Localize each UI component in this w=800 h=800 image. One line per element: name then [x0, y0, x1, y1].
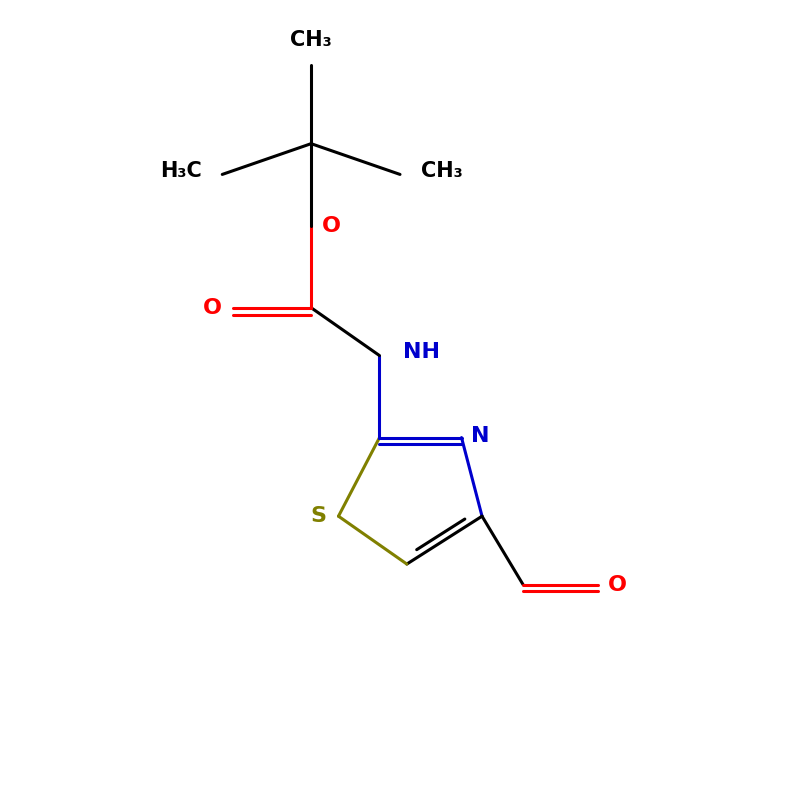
Text: N: N: [471, 426, 490, 446]
Text: NH: NH: [403, 342, 441, 362]
Text: CH₃: CH₃: [290, 30, 332, 50]
Text: H₃C: H₃C: [160, 161, 202, 181]
Text: O: O: [322, 216, 341, 236]
Text: CH₃: CH₃: [421, 161, 462, 181]
Text: O: O: [608, 574, 627, 594]
Text: S: S: [310, 506, 326, 526]
Text: O: O: [202, 298, 222, 318]
